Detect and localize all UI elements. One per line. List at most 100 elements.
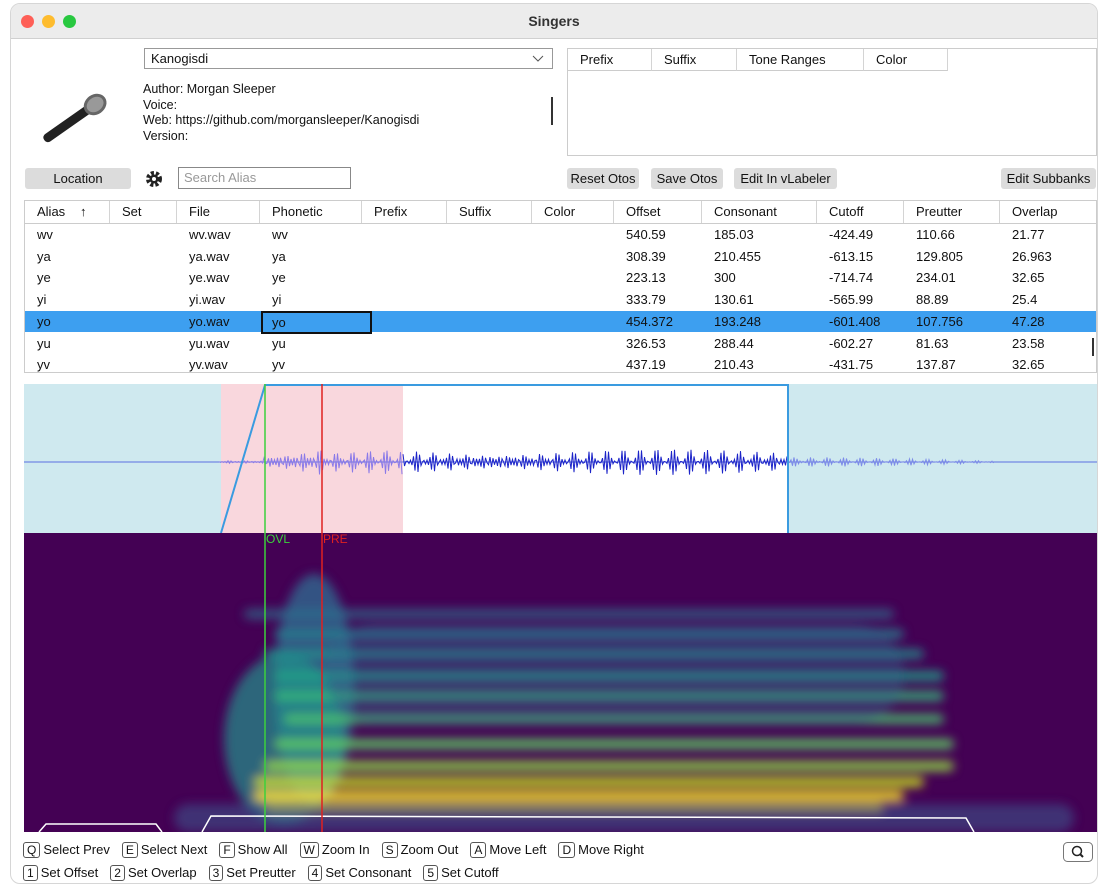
shortcut-label: Set Preutter [226,865,295,880]
shortcut-label: Select Next [141,842,207,857]
table-cell: 26.963 [1012,246,1052,267]
shortcut-key: Q [23,842,40,858]
table-cell: 25.4 [1012,289,1037,310]
singers-window: Singers Kanogisdi Author: Morgan Sleeper… [10,3,1098,884]
table-cell: ye [37,267,51,288]
settings-icon[interactable] [144,169,164,189]
search-box[interactable]: Search Alias [178,167,351,189]
scrollbar [551,97,553,125]
toolbar-button[interactable]: Edit In vLabeler [734,168,837,189]
column-header[interactable]: Preutter [904,201,1000,223]
table-cell: ya [37,246,51,267]
column-header: Color [864,49,948,71]
column-header[interactable]: Offset [614,201,702,223]
column-header[interactable]: Suffix [447,201,532,223]
overlap-region [221,384,403,533]
column-header[interactable]: Overlap [1000,201,1097,223]
energy-band [274,739,954,749]
preutter-label: PRE [323,532,348,546]
shortcut-label: Set Offset [41,865,99,880]
title-bar: Singers [11,4,1097,39]
table-cell: yv [272,354,285,373]
column-header[interactable]: Set [110,201,177,223]
table-cell: 110.66 [916,224,955,245]
column-header[interactable]: Color [532,201,614,223]
shortcut-key: F [219,842,234,858]
table-cell: yo [37,311,51,332]
toolbar-button[interactable]: Save Otos [651,168,723,189]
shortcut-key: 3 [209,865,224,881]
table-cell: 300 [714,267,736,288]
table-cell: 130.61 [714,289,754,310]
shortcut-label: Select Prev [43,842,109,857]
table-cell: 288.44 [714,333,754,354]
shortcut-key: 2 [110,865,125,881]
dropdown-arrow [532,55,544,63]
energy-band [244,609,894,619]
column-header[interactable]: Alias [25,201,110,223]
table-cell: yi [272,289,281,310]
singer-dropdown[interactable]: Kanogisdi [144,48,553,69]
table-cell: 81.63 [916,333,949,354]
column-header: Prefix [568,49,652,71]
singer-name: Kanogisdi [151,51,208,66]
shortcut-label: Move Right [578,842,644,857]
shortcuts-row: 1Set Offset 2Set Overlap 3Set Preutter 4Set… [23,865,511,881]
table-cell: 107.756 [916,311,963,332]
column-header[interactable]: Cutoff [817,201,904,223]
table-cell: yo [261,311,372,334]
column-header[interactable]: File [177,201,260,223]
table-cell: 32.65 [1012,354,1045,373]
energy-band [254,791,904,801]
location-button[interactable]: Location [25,168,131,189]
shortcut-key: W [300,842,319,858]
energy-band [264,761,954,771]
shortcut-label: Zoom In [322,842,370,857]
column-header[interactable]: Prefix [362,201,447,223]
table-cell: wv [272,224,288,245]
column-header[interactable]: Phonetic [260,201,362,223]
column-header: Tone Ranges [737,49,864,71]
toolbar-button[interactable]: Reset Otos [567,168,639,189]
table-cell: yo.wav [189,311,229,332]
table-cell: -613.15 [829,246,873,267]
singer-avatar [21,49,121,159]
info-line: Voice: [143,98,419,114]
table-cell: 21.77 [1012,224,1045,245]
column-header[interactable]: Consonant [702,201,817,223]
table-cell: 326.53 [626,333,666,354]
table-cell: yv.wav [189,354,228,373]
table-cell: 32.65 [1012,267,1045,288]
table-cell: ya.wav [189,246,229,267]
table-cell: 210.455 [714,246,761,267]
shortcut-key: E [122,842,138,858]
edit-subbanks-button[interactable]: Edit Subbanks [1001,168,1096,189]
table-cell: wv [37,224,53,245]
table-cell: 454.372 [626,311,673,332]
overlap-label: OVL [266,532,290,546]
column-header: Suffix [652,49,737,71]
search-button[interactable] [1063,842,1093,862]
table-cell: -714.74 [829,267,873,288]
